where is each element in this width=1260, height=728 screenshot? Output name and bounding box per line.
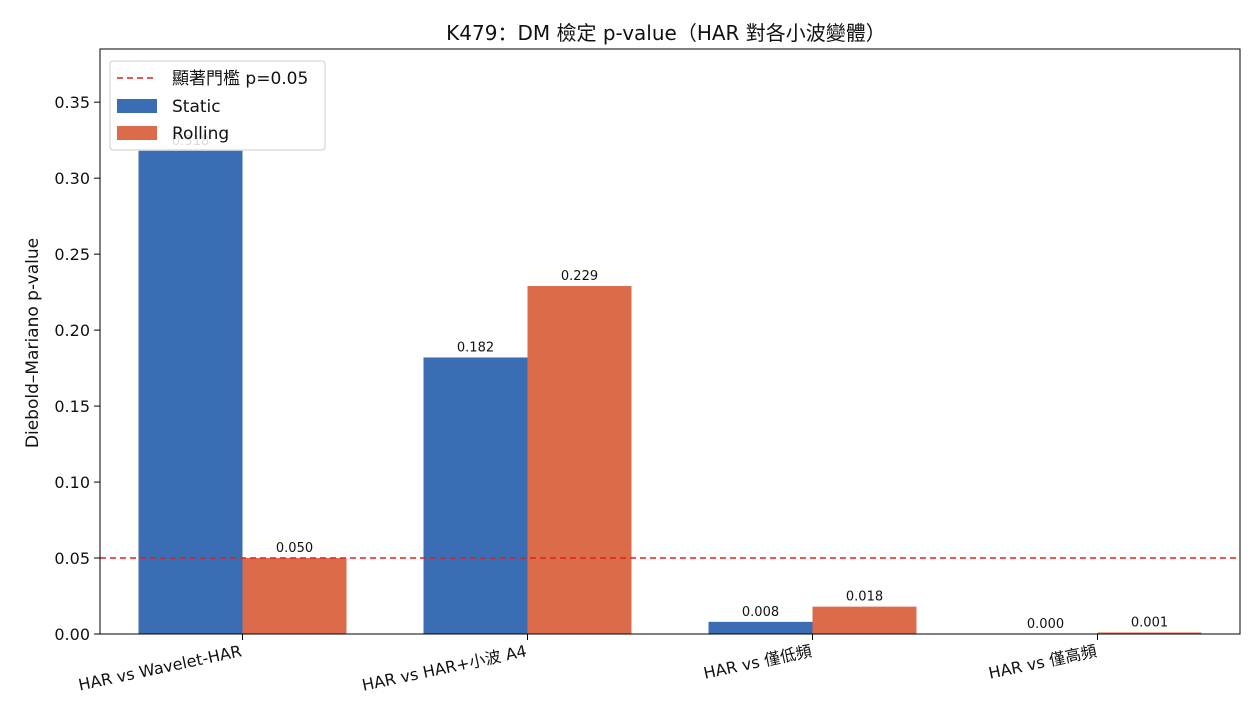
x-tick-label-0: HAR vs Wavelet-HAR bbox=[77, 641, 244, 694]
y-tick-label-6: 0.30 bbox=[54, 169, 90, 188]
legend-swatch-static bbox=[117, 99, 157, 113]
y-tick-label-0: 0.00 bbox=[54, 625, 90, 644]
data-label-rolling-3: 0.001 bbox=[1131, 615, 1168, 630]
x-tick-label-1: HAR vs HAR+小波 A4 bbox=[360, 641, 528, 694]
axes-frame bbox=[99, 48, 1241, 635]
x-tick-label-2: HAR vs 僅低頻 bbox=[702, 641, 814, 682]
data-label-static-2: 0.008 bbox=[742, 605, 779, 620]
legend-swatch-rolling bbox=[117, 126, 157, 140]
legend-label-static: Static bbox=[172, 97, 221, 117]
y-tick-label-2: 0.10 bbox=[54, 473, 90, 492]
y-tick-label-4: 0.20 bbox=[54, 321, 90, 340]
legend-box bbox=[109, 60, 326, 151]
bar-static-1 bbox=[423, 357, 528, 634]
data-label-rolling-1: 0.229 bbox=[561, 269, 598, 284]
y-tick-label-3: 0.15 bbox=[54, 397, 90, 416]
bar-static-2 bbox=[708, 621, 813, 634]
y-axis-label: Diebold–Mariano p-value bbox=[23, 238, 43, 448]
data-label-static-3: 0.000 bbox=[1027, 617, 1064, 632]
legend-threshold-label: 顯著門檻 p=0.05 bbox=[172, 69, 308, 89]
data-label-rolling-0: 0.050 bbox=[276, 541, 313, 556]
legend-label-rolling: Rolling bbox=[172, 124, 229, 144]
bar-rolling-1 bbox=[527, 286, 632, 634]
y-tick-label-1: 0.05 bbox=[54, 549, 90, 568]
data-label-static-1: 0.182 bbox=[457, 340, 494, 355]
bar-static-0 bbox=[138, 150, 243, 635]
data-label-rolling-2: 0.018 bbox=[846, 590, 883, 605]
bar-rolling-3 bbox=[1097, 632, 1202, 634]
y-tick-label-5: 0.25 bbox=[54, 245, 90, 264]
bar-rolling-2 bbox=[812, 606, 917, 634]
chart-title: K479：DM 檢定 p-value（HAR 對各小波變體） bbox=[446, 21, 886, 45]
legend: 顯著門檻 p=0.05 Static Rolling bbox=[109, 60, 326, 151]
bar-rolling-0 bbox=[242, 558, 347, 634]
y-tick-label-7: 0.35 bbox=[54, 93, 90, 112]
x-tick-label-3: HAR vs 僅高頻 bbox=[987, 641, 1099, 682]
